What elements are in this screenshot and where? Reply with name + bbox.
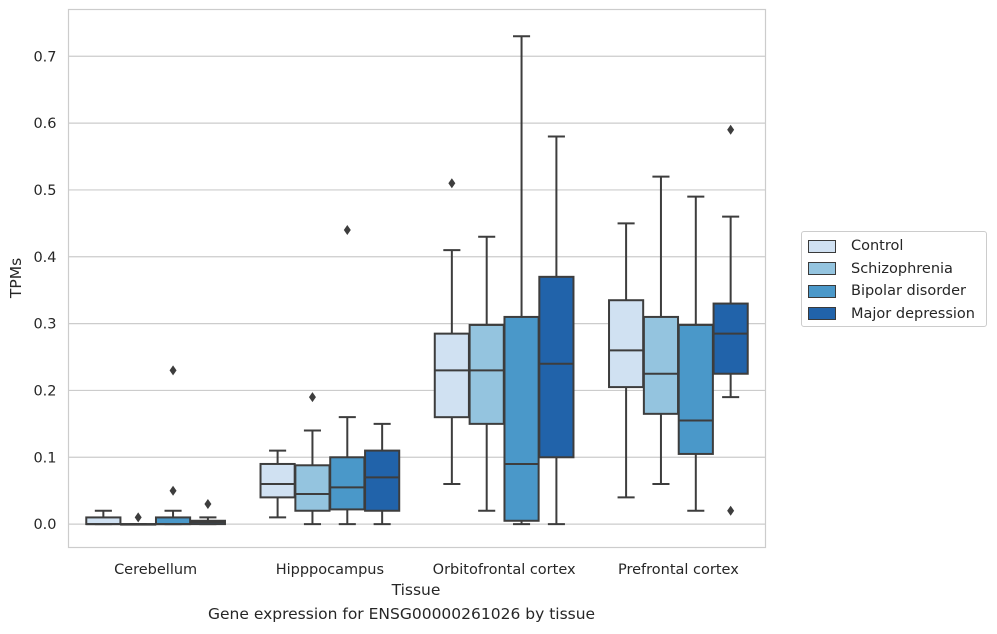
- legend-item-major-depression: Major depression: [808, 305, 975, 323]
- box-iqr: [433, 332, 470, 419]
- box-iqr: [85, 516, 122, 526]
- box-bipolar-disorder: [154, 365, 192, 526]
- box-control: [259, 449, 296, 519]
- box-iqr: [468, 323, 505, 425]
- box-control: [608, 222, 645, 499]
- legend: Control Schizophrenia Bipolar disorder M…: [801, 231, 987, 327]
- box-iqr: [259, 462, 296, 499]
- x-tick-label: Orbitofrontal cortex: [433, 562, 576, 578]
- y-tick-label: 0.1: [33, 450, 56, 466]
- y-tick-label: 0.2: [33, 383, 56, 399]
- box-control: [433, 178, 470, 486]
- outlier-point: [308, 392, 316, 403]
- box-iqr: [503, 315, 540, 522]
- box-bipolar-disorder: [329, 225, 366, 526]
- box-iqr: [538, 275, 575, 459]
- x-tick-label: Prefrontal cortex: [618, 562, 739, 578]
- outlier-point: [134, 512, 142, 523]
- box-iqr: [677, 323, 714, 455]
- outlier-point: [343, 225, 351, 236]
- box-iqr: [329, 456, 366, 511]
- outlier-point: [169, 485, 177, 496]
- legend-item-control: Control: [808, 237, 903, 255]
- y-tick-label: 0.4: [33, 250, 56, 266]
- y-axis-label: TPMs: [7, 258, 25, 299]
- legend-swatch-schizophrenia: [808, 262, 836, 275]
- box-major-depression: [364, 422, 401, 526]
- box-iqr: [154, 516, 192, 526]
- y-tick-labels: 0.0 0.1 0.2 0.3 0.4 0.5 0.6 0.7: [33, 49, 56, 533]
- box-iqr: [642, 315, 680, 415]
- legend-swatch-control: [808, 239, 836, 253]
- box-iqr: [294, 464, 331, 512]
- box-schizophrenia: [468, 235, 505, 512]
- box-bipolar-disorder: [503, 35, 540, 526]
- legend-label: Schizophrenia: [851, 260, 953, 277]
- figure-caption: Gene expression for ENSG00000261026 by t…: [208, 605, 596, 623]
- plot-area-frame: [67, 8, 767, 549]
- box-elements: [85, 35, 749, 526]
- y-tick-label: 0.6: [33, 116, 56, 132]
- outlier-point: [448, 178, 456, 189]
- x-axis-label: Tissue: [391, 581, 441, 599]
- x-tick-label: Hipppocampus: [276, 562, 384, 578]
- outlier-point: [727, 124, 735, 135]
- x-tick-labels: Cerebellum Hipppocampus Orbitofrontal cort…: [114, 562, 739, 578]
- y-tick-label: 0.7: [33, 49, 56, 65]
- outlier-point: [204, 499, 212, 510]
- legend-label: Major depression: [851, 305, 975, 322]
- box-major-depression: [538, 135, 575, 526]
- outlier-point: [727, 505, 735, 516]
- box-bipolar-disorder: [677, 195, 714, 512]
- legend-swatch-major-depression: [808, 307, 836, 320]
- box-schizophrenia: [294, 392, 331, 526]
- box-iqr: [364, 449, 401, 512]
- box-major-depression: [189, 499, 226, 526]
- outlier-point: [169, 365, 177, 376]
- legend-item-schizophrenia: Schizophrenia: [808, 260, 953, 278]
- box-major-depression: [712, 124, 749, 516]
- gridlines: [68, 55, 766, 525]
- box-schizophrenia: [642, 175, 680, 486]
- y-tick-label: 0.0: [33, 517, 56, 533]
- x-tick-label: Cerebellum: [114, 562, 197, 578]
- legend-item-bipolar-disorder: Bipolar disorder: [808, 282, 966, 300]
- box-schizophrenia: [120, 512, 157, 526]
- legend-label: Bipolar disorder: [851, 283, 966, 299]
- y-tick-label: 0.3: [33, 317, 56, 333]
- legend-label: Control: [851, 238, 904, 254]
- y-tick-label: 0.5: [33, 183, 56, 199]
- box-iqr: [712, 302, 749, 375]
- box-iqr: [608, 299, 645, 389]
- legend-swatch-bipolar-disorder: [808, 284, 836, 298]
- box-control: [85, 509, 122, 526]
